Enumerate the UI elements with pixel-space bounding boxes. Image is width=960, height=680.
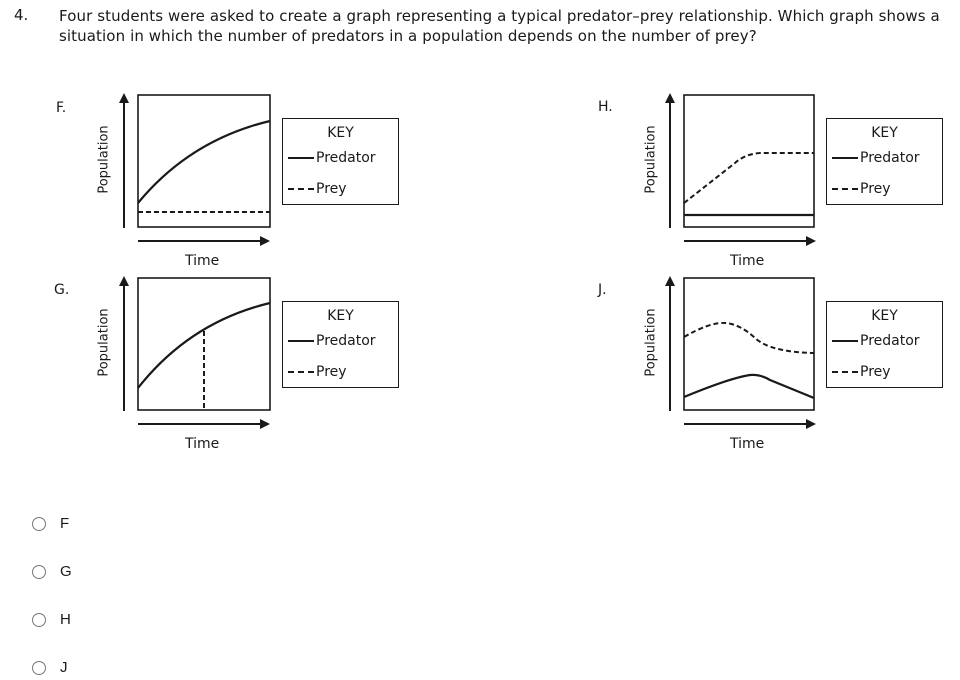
legend-prey: Prey [832, 364, 891, 380]
legend-predator: Predator [832, 333, 920, 349]
plot-frame [683, 94, 815, 228]
dashed-line-swatch [832, 371, 858, 373]
legend-prey: Prey [288, 181, 347, 197]
legend-title: KEY [327, 308, 354, 324]
radio-button-icon[interactable] [32, 612, 46, 627]
choice-label: F [60, 515, 70, 532]
solid-line-swatch [832, 340, 858, 342]
legend-title: KEY [871, 308, 898, 324]
y-axis-label-j: Population [643, 308, 659, 377]
choice-label: G [60, 563, 72, 580]
solid-line-swatch [288, 157, 314, 159]
predator-line [137, 301, 271, 389]
dashed-line-swatch [288, 188, 314, 190]
choice-j[interactable]: J [32, 659, 68, 676]
legend-predator: Predator [288, 333, 376, 349]
x-axis-label-j: Time [730, 436, 765, 452]
legend-f: KEY Predator Prey [282, 118, 399, 205]
prey-line [683, 152, 814, 204]
x-axis-label-f: Time [185, 253, 220, 269]
radio-button-icon[interactable] [32, 516, 46, 531]
choice-f[interactable]: F [32, 515, 69, 532]
graph-label-f: F. [56, 100, 67, 116]
choice-g[interactable]: G [32, 563, 72, 580]
choice-label: H [60, 611, 71, 628]
graph-label-g: G. [54, 282, 70, 298]
radio-button-icon[interactable] [32, 564, 46, 579]
choice-h[interactable]: H [32, 611, 71, 628]
choice-label: J [60, 659, 68, 676]
legend-title: KEY [327, 125, 354, 141]
dashed-line-swatch [832, 188, 858, 190]
radio-button-icon[interactable] [32, 660, 46, 675]
y-axis-label-h: Population [643, 125, 659, 194]
plot-frame [137, 94, 271, 228]
legend-title: KEY [871, 125, 898, 141]
predator-line [137, 119, 271, 204]
graph-label-h: H. [598, 99, 613, 115]
legend-j: KEY Predator Prey [826, 301, 943, 388]
graph-g [119, 276, 271, 429]
question-text: Four students were asked to create a gra… [59, 7, 940, 45]
predator-line [683, 373, 815, 400]
legend-h: KEY Predator Prey [826, 118, 943, 205]
graph-label-j: J. [598, 282, 607, 298]
y-axis-label-f: Population [96, 125, 112, 194]
solid-line-swatch [288, 340, 314, 342]
legend-prey: Prey [832, 181, 891, 197]
solid-line-swatch [832, 157, 858, 159]
x-axis-label-h: Time [730, 253, 765, 269]
legend-prey: Prey [288, 364, 347, 380]
legend-g: KEY Predator Prey [282, 301, 399, 388]
legend-predator: Predator [288, 150, 376, 166]
legend-predator: Predator [832, 150, 920, 166]
question-number: 4. [14, 6, 29, 24]
plot-frame [137, 277, 271, 411]
graph-j [665, 276, 816, 429]
graph-h [665, 93, 816, 246]
x-axis-label-g: Time [185, 436, 220, 452]
plot-frame [683, 277, 815, 411]
graphs-canvas [119, 93, 816, 429]
dashed-line-swatch [288, 371, 314, 373]
y-axis-label-g: Population [96, 308, 112, 377]
prey-line [683, 321, 815, 354]
graph-f [119, 93, 271, 246]
